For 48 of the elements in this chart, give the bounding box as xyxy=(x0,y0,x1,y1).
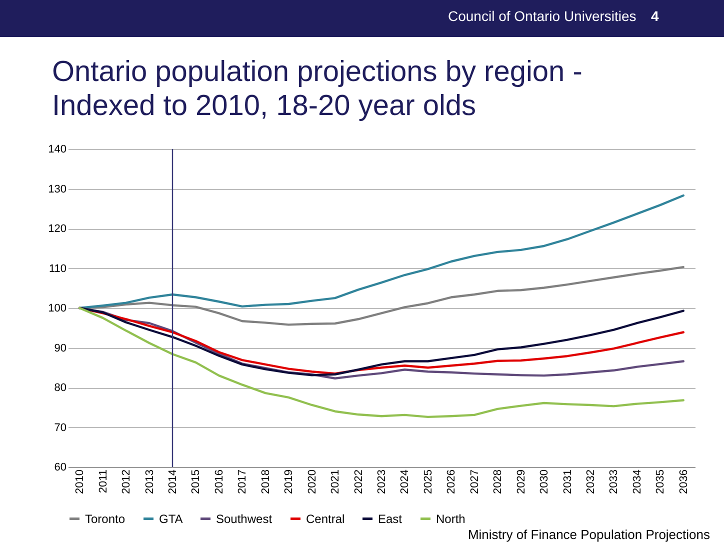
x-tick-label: 2016 xyxy=(213,470,226,494)
x-tick-label: 2018 xyxy=(260,470,272,494)
x-tick-label: 2021 xyxy=(330,470,342,494)
legend-label: North xyxy=(436,512,466,526)
legend-label: East xyxy=(378,512,403,526)
x-tick-label: 2019 xyxy=(283,470,296,494)
x-tick-label: 2027 xyxy=(468,470,481,494)
chart-title: Ontario population projections by region - Indexed to 2010, 18-20 year olds xyxy=(52,55,584,123)
y-tick-label: 140 xyxy=(48,144,66,156)
x-tick-label: 2034 xyxy=(631,470,644,494)
x-tick-label: 2022 xyxy=(352,470,365,494)
legend-label: Southwest xyxy=(216,512,273,526)
x-tick-label: 2010 xyxy=(74,470,86,494)
x-tick-label: 2024 xyxy=(399,470,412,494)
x-tick-label: 2029 xyxy=(515,470,528,494)
x-tick-label: 2032 xyxy=(585,470,597,494)
y-tick-label: 100 xyxy=(48,302,66,314)
x-tick-label: 2023 xyxy=(376,470,388,494)
x-tick-label: 2030 xyxy=(538,470,551,494)
y-tick-label: 120 xyxy=(48,223,66,235)
y-tick-label: 130 xyxy=(48,183,66,196)
y-tick-label: 60 xyxy=(54,462,66,474)
x-tick-label: 2015 xyxy=(190,470,202,494)
x-tick-label: 2020 xyxy=(306,470,318,494)
text: Council of Ontario Universities xyxy=(448,8,636,24)
x-tick-label: 2017 xyxy=(236,470,249,494)
y-tick-label: 80 xyxy=(54,382,66,394)
y-tick-label: 70 xyxy=(54,422,66,434)
x-tick-label: 2031 xyxy=(562,470,574,494)
x-tick-label: 2025 xyxy=(422,470,434,494)
x-tick-label: 2012 xyxy=(120,470,133,494)
legend-label: GTA xyxy=(159,512,183,526)
x-tick-label: 2026 xyxy=(446,470,458,494)
x-tick-label: 2014 xyxy=(167,470,179,494)
x-tick-label: 2036 xyxy=(678,470,690,494)
text: 4 xyxy=(651,8,659,24)
legend-label: Central xyxy=(306,512,345,526)
y-tick-label: 110 xyxy=(48,262,66,275)
text: Ministry of Finance Population Projections xyxy=(468,527,710,542)
x-tick-label: 2035 xyxy=(654,470,667,494)
x-tick-label: 2011 xyxy=(97,470,110,494)
line-series xyxy=(78,194,684,310)
x-tick-label: 2033 xyxy=(608,470,620,494)
x-tick-label: 2013 xyxy=(144,470,156,494)
x-tick-label: 2028 xyxy=(492,470,504,494)
line-series xyxy=(78,306,684,418)
y-tick-label: 90 xyxy=(54,342,66,354)
legend-label: Toronto xyxy=(85,512,126,526)
